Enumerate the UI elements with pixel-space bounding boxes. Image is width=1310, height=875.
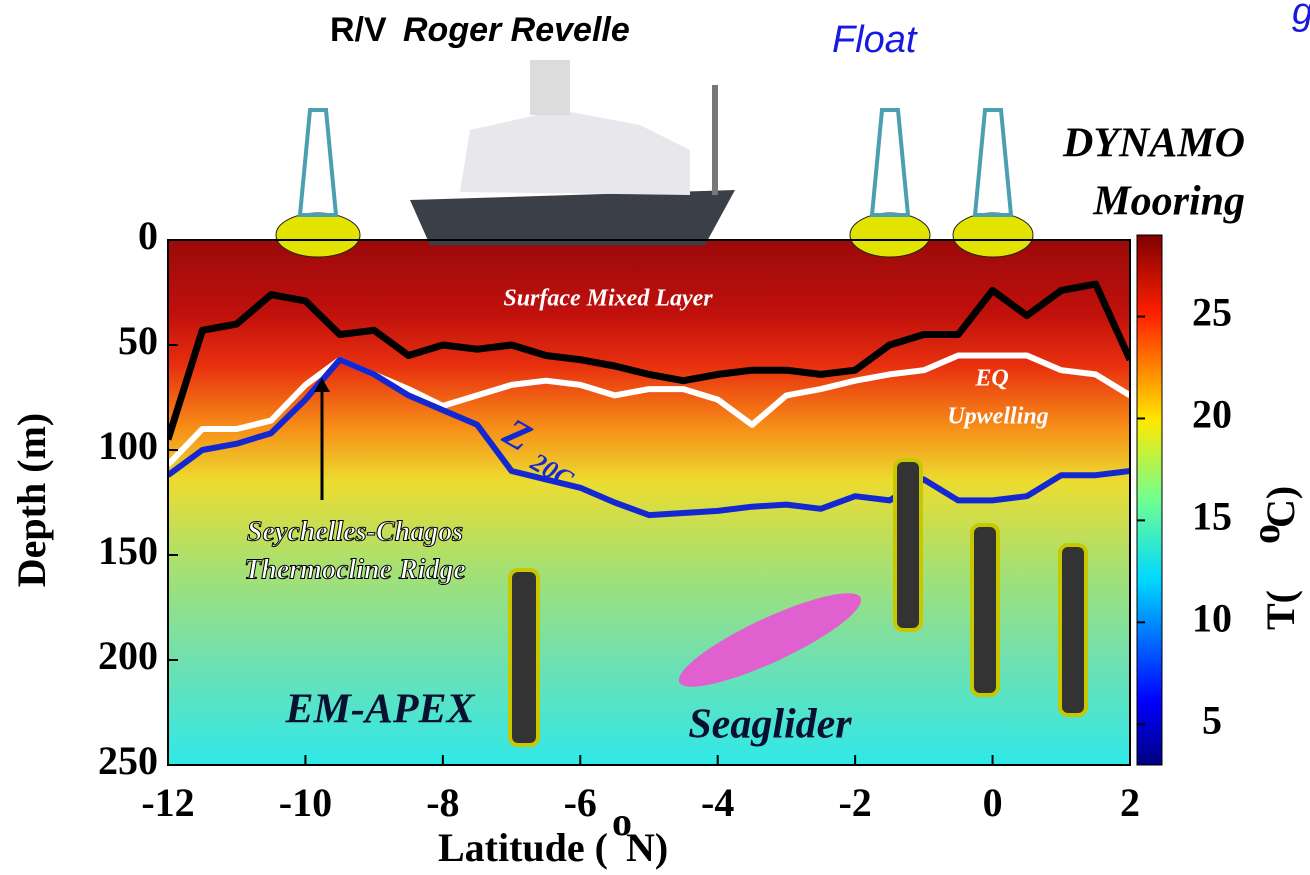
chart: -12-10-8-6-4-202050100150200250510152025…: [0, 0, 1310, 875]
y-tick-label: 150: [98, 528, 158, 573]
annotation: Surface Mixed Layer: [503, 286, 713, 312]
annotation: EQ: [974, 366, 1008, 392]
x-tick-label: -4: [701, 780, 734, 825]
colorbar-label: T(: [1258, 590, 1303, 630]
y-tick-label: 100: [98, 423, 158, 468]
y-tick-label: 0: [138, 213, 158, 258]
x-tick-label: 0: [983, 780, 1003, 825]
mooring-label: DYNAMO: [1062, 121, 1245, 167]
float-label: Float: [832, 19, 918, 61]
colorbar-tick-label: 5: [1202, 697, 1222, 742]
colorbar-tick-label: 10: [1192, 595, 1232, 640]
x-tick-label: -12: [141, 780, 194, 825]
annotation: Upwelling: [947, 404, 1048, 430]
x-tick-label: -8: [426, 780, 459, 825]
y-axis-label: Depth (m): [9, 413, 54, 587]
x-axis-label: N): [626, 825, 668, 870]
annotation: EM-APEX: [284, 687, 475, 733]
x-tick-label: 2: [1120, 780, 1140, 825]
colorbar-tick-label: 20: [1192, 392, 1232, 437]
y-tick-label: 50: [118, 318, 158, 363]
x-tick-label: -2: [838, 780, 871, 825]
y-tick-label: 250: [98, 738, 158, 783]
colorbar: [1137, 235, 1162, 765]
cut-label: g: [1292, 0, 1310, 33]
colorbar-label: C): [1258, 486, 1303, 528]
x-axis-label: Latitude (: [438, 825, 608, 870]
colorbar-tick-label: 25: [1192, 290, 1232, 335]
title: R/V: [330, 11, 387, 49]
annotation: Seaglider: [688, 702, 852, 748]
ship-icon: [410, 60, 735, 245]
x-tick-label: -10: [279, 780, 332, 825]
x-tick-label: -6: [564, 780, 597, 825]
colorbar-tick-label: 15: [1192, 494, 1232, 539]
annotation: Thermocline Ridge: [244, 554, 466, 585]
annotation: Seychelles-Chagos: [247, 516, 463, 547]
title: Roger Revelle: [403, 11, 630, 49]
y-tick-label: 200: [98, 633, 158, 678]
mooring-label: Mooring: [1092, 179, 1245, 225]
